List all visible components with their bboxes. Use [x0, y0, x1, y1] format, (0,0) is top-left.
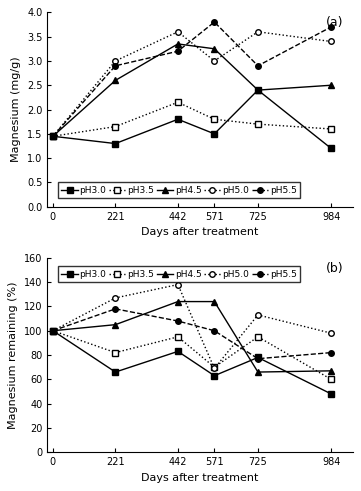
Line: pH3.0: pH3.0 [50, 87, 334, 151]
pH3.0 [212, 373, 217, 379]
pH3.5 [256, 121, 260, 127]
X-axis label: Days after treatment: Days after treatment [141, 227, 258, 237]
pH3.0 [113, 140, 118, 146]
pH5.0 [329, 39, 333, 45]
pH5.0 [176, 29, 180, 35]
pH3.0 [176, 116, 180, 122]
pH3.5 [51, 328, 55, 334]
pH5.0 [212, 365, 217, 371]
pH3.5 [329, 126, 333, 132]
pH5.5 [176, 318, 180, 324]
pH3.5 [212, 364, 217, 370]
pH4.5 [212, 299, 217, 304]
pH5.5 [113, 306, 118, 312]
pH5.0 [256, 312, 260, 318]
pH5.5 [51, 134, 55, 139]
pH4.5 [51, 134, 55, 139]
pH3.0 [212, 131, 217, 137]
Line: pH3.0: pH3.0 [50, 328, 334, 397]
pH3.0 [51, 328, 55, 334]
pH4.5 [212, 46, 217, 52]
pH5.5 [212, 19, 217, 25]
pH4.5 [176, 41, 180, 47]
Y-axis label: Magnesium remaining (%): Magnesium remaining (%) [8, 281, 18, 429]
pH5.0 [256, 29, 260, 35]
pH4.5 [329, 82, 333, 88]
pH4.5 [176, 299, 180, 304]
pH3.5 [176, 334, 180, 340]
Line: pH5.5: pH5.5 [50, 306, 334, 361]
pH3.5 [113, 350, 118, 355]
pH5.0 [212, 58, 217, 64]
Text: (a): (a) [326, 16, 344, 29]
Line: pH5.5: pH5.5 [50, 19, 334, 139]
pH5.5 [113, 63, 118, 69]
pH5.0 [329, 330, 333, 336]
pH3.0 [256, 355, 260, 360]
pH3.0 [256, 87, 260, 93]
pH5.5 [51, 328, 55, 334]
pH5.5 [256, 63, 260, 69]
Line: pH4.5: pH4.5 [50, 41, 334, 139]
Line: pH3.5: pH3.5 [50, 100, 334, 139]
pH3.0 [329, 145, 333, 151]
pH4.5 [256, 87, 260, 93]
pH5.5 [212, 328, 217, 334]
Legend: pH3.0, pH3.5, pH4.5, pH5.0, pH5.5: pH3.0, pH3.5, pH4.5, pH5.0, pH5.5 [58, 266, 300, 282]
pH5.0 [51, 328, 55, 334]
pH4.5 [329, 368, 333, 374]
pH3.5 [51, 134, 55, 139]
pH3.5 [256, 334, 260, 340]
pH5.5 [176, 48, 180, 54]
pH3.5 [212, 116, 217, 122]
pH3.5 [329, 377, 333, 382]
Legend: pH3.0, pH3.5, pH4.5, pH5.0, pH5.5: pH3.0, pH3.5, pH4.5, pH5.0, pH5.5 [58, 182, 300, 198]
pH5.0 [51, 134, 55, 139]
pH5.5 [329, 350, 333, 355]
pH4.5 [113, 78, 118, 83]
Line: pH5.0: pH5.0 [50, 29, 334, 139]
pH3.0 [113, 369, 118, 375]
pH3.5 [176, 99, 180, 105]
pH3.0 [329, 391, 333, 397]
Line: pH3.5: pH3.5 [50, 328, 334, 382]
pH3.5 [113, 124, 118, 130]
X-axis label: Days after treatment: Days after treatment [141, 473, 258, 483]
pH4.5 [256, 369, 260, 375]
pH5.5 [256, 356, 260, 362]
pH5.0 [113, 295, 118, 301]
pH4.5 [51, 328, 55, 334]
Y-axis label: Magnesium (mg/g): Magnesium (mg/g) [11, 57, 21, 163]
Line: pH5.0: pH5.0 [50, 282, 334, 371]
pH4.5 [113, 322, 118, 327]
pH3.0 [176, 349, 180, 355]
Text: (b): (b) [326, 262, 344, 275]
Line: pH4.5: pH4.5 [50, 299, 334, 375]
pH5.0 [176, 282, 180, 288]
pH5.5 [329, 24, 333, 30]
pH3.0 [51, 134, 55, 139]
pH5.0 [113, 58, 118, 64]
